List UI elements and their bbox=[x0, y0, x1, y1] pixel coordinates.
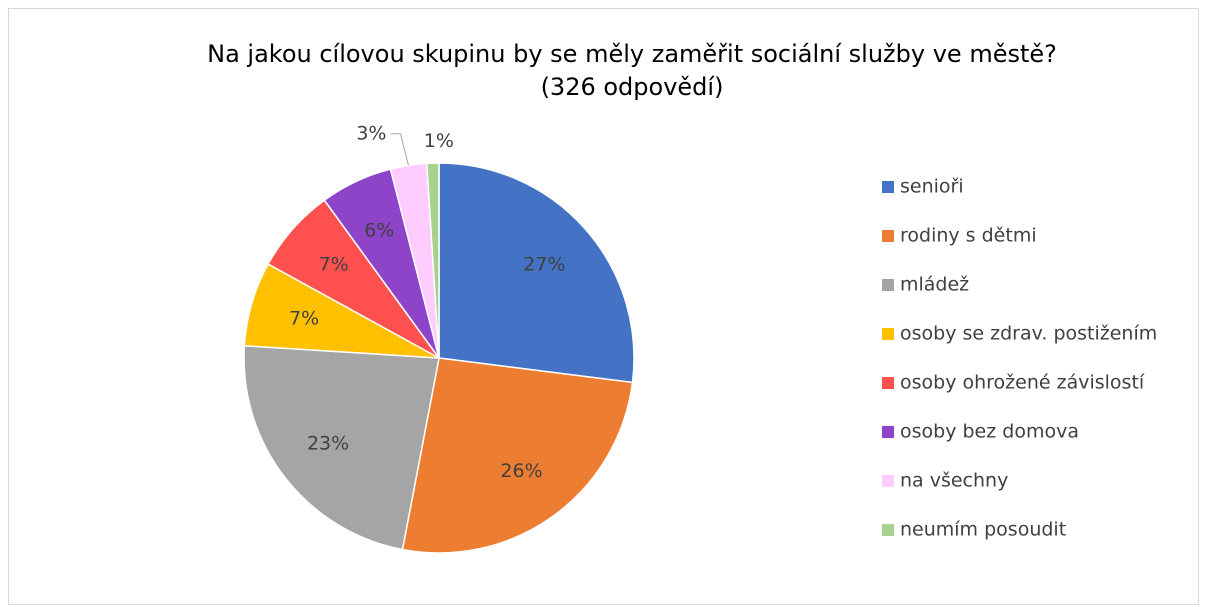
chart-title: Na jakou cílovou skupinu by se měly zamě… bbox=[207, 40, 1057, 68]
legend-label: osoby bez domova bbox=[900, 421, 1079, 443]
data-label: 3% bbox=[356, 122, 386, 144]
legend-swatch bbox=[882, 328, 894, 340]
data-label: 7% bbox=[289, 307, 319, 329]
legend-swatch bbox=[882, 230, 894, 242]
pie-slice bbox=[243, 344, 440, 551]
data-label: 23% bbox=[307, 433, 349, 455]
pie-slice bbox=[401, 357, 634, 554]
legend-swatch bbox=[882, 524, 894, 536]
legend-label: osoby se zdrav. postižením bbox=[900, 323, 1157, 345]
legend-label: neumím posoudit bbox=[900, 519, 1066, 541]
data-label: 1% bbox=[424, 130, 454, 152]
data-label: 6% bbox=[364, 219, 394, 241]
chart-title: (326 odpovědí) bbox=[541, 73, 724, 101]
data-label: 26% bbox=[500, 460, 542, 482]
legend-label: senioři bbox=[900, 176, 964, 198]
data-label: 7% bbox=[319, 254, 349, 276]
legend-swatch bbox=[882, 475, 894, 487]
legend-swatch bbox=[882, 426, 894, 438]
legend-label: osoby ohrožené závislostí bbox=[900, 372, 1145, 394]
legend-label: rodiny s dětmi bbox=[900, 225, 1037, 247]
legend-swatch bbox=[882, 279, 894, 291]
pie-slice bbox=[438, 162, 635, 384]
legend-label: na všechny bbox=[900, 470, 1008, 492]
legend-swatch bbox=[882, 377, 894, 389]
legend-label: mládež bbox=[900, 274, 969, 296]
leader-line bbox=[390, 133, 409, 166]
data-label: 27% bbox=[523, 254, 565, 276]
pie-slice bbox=[425, 162, 440, 359]
legend-swatch bbox=[882, 181, 894, 193]
